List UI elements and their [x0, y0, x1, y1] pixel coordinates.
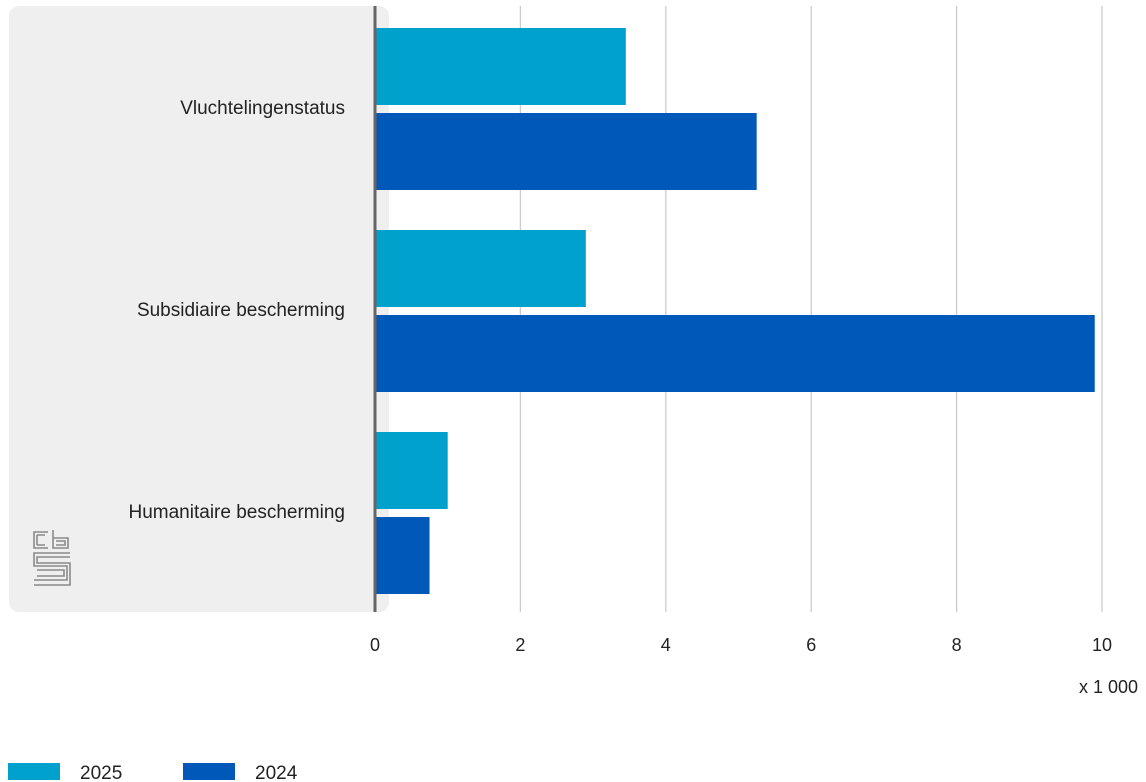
cbs-logo-icon	[33, 530, 71, 586]
legend-swatch-2025	[8, 763, 60, 780]
x-tick-label: 6	[806, 635, 816, 655]
x-tick-labels: 0 2 4 6 8 10	[370, 635, 1112, 655]
gridlines	[519, 6, 1103, 612]
x-tick-label: 4	[661, 635, 671, 655]
bar-2024-2	[375, 517, 430, 594]
bar-2025-0	[375, 28, 626, 105]
legend-swatch-2024	[183, 763, 235, 780]
unit-label: x 1 000	[1079, 677, 1138, 697]
category-label: Vluchtelingenstatus	[180, 98, 345, 119]
bar-2025-1	[375, 230, 586, 307]
category-label: Subsidiaire bescherming	[137, 300, 345, 321]
bar-2024-0	[375, 113, 757, 190]
category-label-panel	[9, 6, 389, 612]
bars	[375, 28, 1095, 594]
legend-label: 2025	[80, 763, 122, 782]
bar-2025-2	[375, 432, 448, 509]
x-tick-label: 10	[1092, 635, 1112, 655]
category-label: Humanitaire bescherming	[129, 502, 346, 523]
legend: 2025 2024	[8, 763, 298, 782]
x-tick-label: 0	[370, 635, 380, 655]
x-tick-label: 8	[952, 635, 962, 655]
bar-2024-1	[375, 315, 1095, 392]
legend-label: 2024	[255, 763, 298, 782]
category-labels: Vluchtelingenstatus Subsidiaire beschermi…	[129, 98, 346, 523]
x-tick-label: 2	[515, 635, 525, 655]
